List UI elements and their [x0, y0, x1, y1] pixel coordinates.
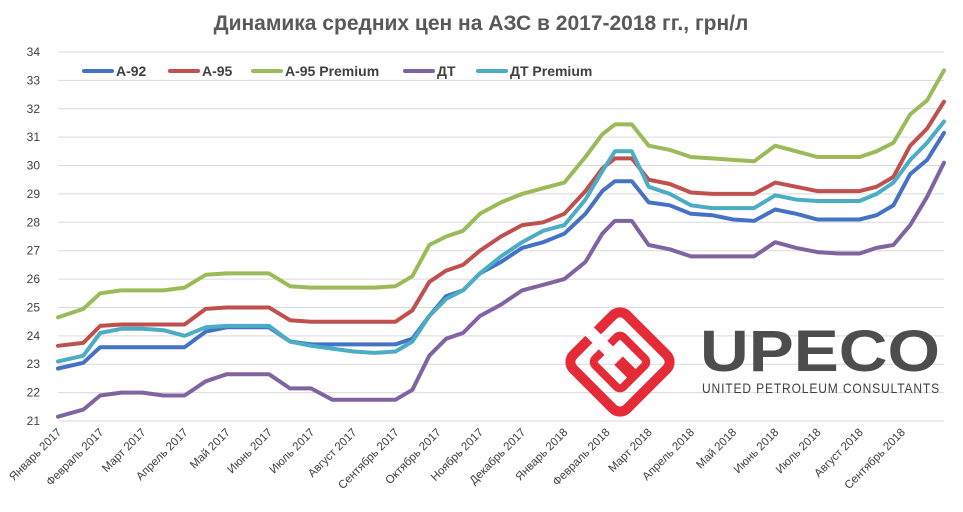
x-tick-label: Май 2017	[188, 427, 233, 472]
legend-label: А-95 Premium	[285, 63, 379, 79]
y-tick-label: 34	[27, 45, 41, 59]
legend-label: А-92	[116, 63, 147, 79]
gridlines	[58, 51, 944, 422]
y-tick-label: 28	[27, 215, 41, 229]
y-tick-label: 30	[27, 159, 41, 173]
series-line-2	[56, 99, 946, 348]
upeco-tagline: UNITED PETROLEUM CONSULTANTS	[702, 380, 940, 396]
y-tick-label: 23	[27, 357, 41, 371]
legend-label: ДТ Premium	[510, 63, 592, 79]
y-tick-label: 25	[27, 300, 41, 314]
y-tick-label: 21	[27, 414, 41, 428]
series-line-5	[56, 119, 946, 364]
legend-label: А-95	[202, 63, 233, 79]
series-line-4	[56, 160, 946, 419]
upeco-emblem-icon	[565, 307, 675, 417]
upeco-logo: UPECO UNITED PETROLEUM CONSULTANTS	[565, 307, 940, 417]
y-tick-label: 22	[27, 386, 41, 400]
y-tick-label: 29	[27, 187, 41, 201]
y-tick-label: 33	[27, 73, 41, 87]
y-tick-label: 26	[27, 272, 41, 286]
y-axis-ticks: 21 22 23 24 25 26 27 28 29 30 31 32 33 34	[27, 45, 41, 428]
series-lines	[56, 68, 946, 419]
y-tick-label: 24	[27, 329, 41, 343]
y-tick-label: 31	[27, 130, 41, 144]
series-line-1	[56, 130, 946, 371]
series-line-3	[56, 68, 946, 320]
legend: А-92 А-95 А-95 Premium ДТ ДТ Premium	[82, 63, 592, 79]
x-tick-label: Май 2018	[694, 427, 739, 472]
y-tick-label: 32	[27, 102, 41, 116]
legend-label: ДТ	[437, 63, 456, 79]
upeco-wordmark: UPECO	[700, 319, 940, 384]
chart-title: Динамика средних цен на АЗС в 2017-2018 …	[214, 12, 749, 35]
y-tick-label: 27	[27, 244, 41, 258]
